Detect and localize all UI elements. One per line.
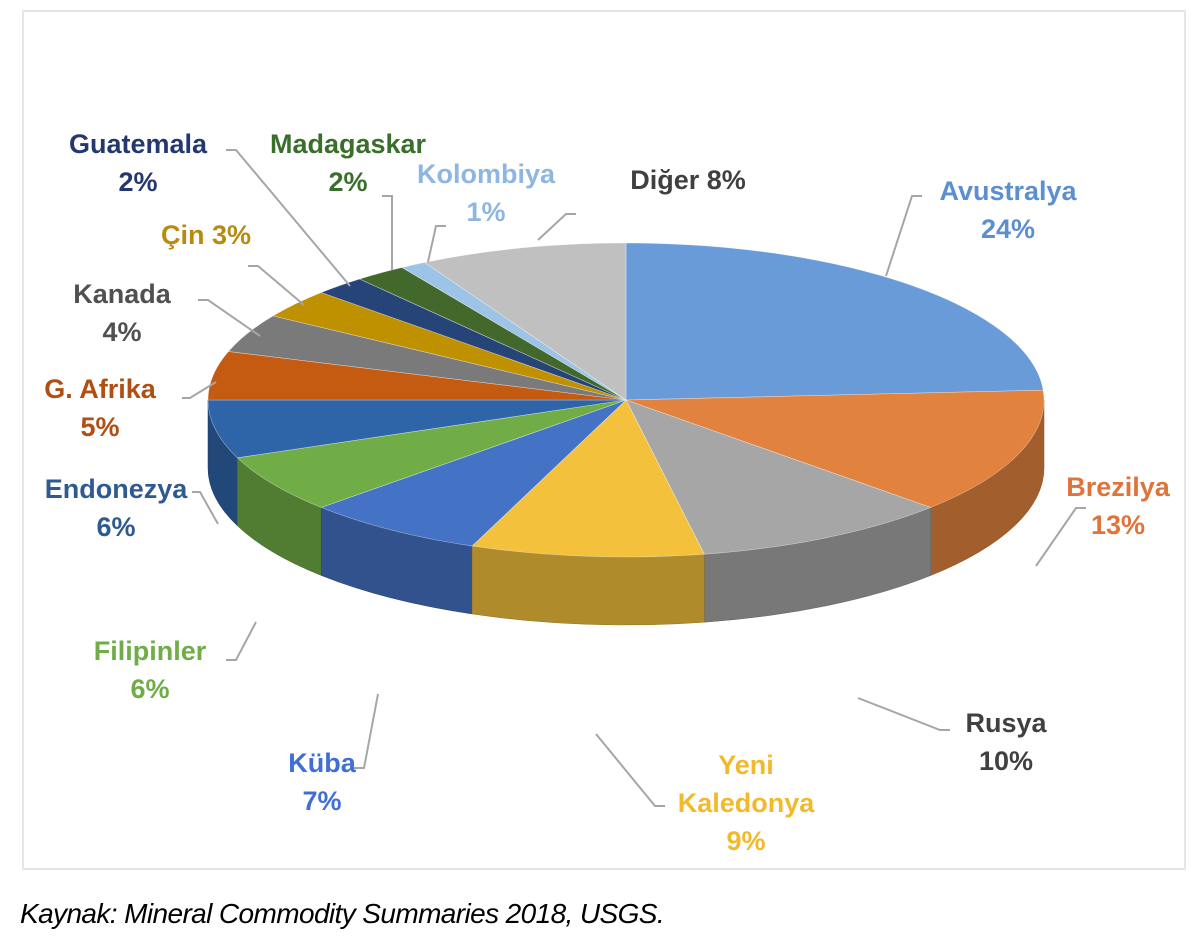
leader-line-11 bbox=[382, 195, 393, 270]
data-label-value: 9% bbox=[726, 826, 766, 856]
data-label-name: Küba bbox=[288, 748, 356, 778]
data-label-name: Brezilya bbox=[1066, 472, 1170, 502]
data-label-4: Küba 7% bbox=[288, 744, 356, 820]
data-label-name: Guatemala bbox=[68, 129, 208, 159]
data-label-value: 2% bbox=[118, 167, 158, 197]
data-label-name: Kolombiya bbox=[416, 159, 556, 189]
source-caption: Kaynak: Mineral Commodity Summaries 2018… bbox=[20, 898, 665, 929]
leader-line-0 bbox=[885, 195, 922, 277]
data-label-value: 2% bbox=[328, 167, 368, 197]
data-label-2: Rusya 10% bbox=[965, 704, 1046, 780]
data-label-value: 5% bbox=[80, 412, 120, 442]
data-label-name: Kaledonya bbox=[677, 788, 815, 818]
data-label-7: G. Afrika 5% bbox=[44, 370, 156, 446]
pie-slice-0 bbox=[625, 242, 1044, 401]
data-label-name: Avustralya bbox=[939, 176, 1077, 206]
data-label-name: Endonezya bbox=[44, 474, 188, 504]
pie-slice-3 bbox=[471, 399, 705, 558]
data-label-name: Madagaskar bbox=[269, 129, 427, 159]
data-label-name: Filipinler bbox=[93, 636, 207, 666]
pie-slice-4 bbox=[320, 399, 627, 547]
data-label-11: Madagaskar 2% bbox=[270, 125, 426, 201]
pie-side-3 bbox=[471, 545, 705, 626]
data-label-0: Avustralya 24% bbox=[939, 172, 1076, 248]
data-label-name: Diğer 8% bbox=[630, 165, 746, 195]
data-label-value: 1% bbox=[466, 197, 506, 227]
data-label-name: G. Afrika bbox=[44, 374, 156, 404]
pie-slice-1 bbox=[625, 389, 1045, 508]
data-label-name: Çin 3% bbox=[160, 220, 252, 250]
data-label-13: Diğer 8% bbox=[630, 161, 746, 199]
data-label-name: Kanada bbox=[73, 279, 171, 309]
data-label-9: Çin 3% bbox=[161, 216, 251, 254]
leader-line-8 bbox=[198, 299, 261, 337]
data-label-8: Kanada 4% bbox=[73, 275, 171, 351]
data-label-10: Guatemala 2% bbox=[69, 125, 207, 201]
pie-slice-13 bbox=[423, 242, 627, 401]
data-label-1: Brezilya 13% bbox=[1066, 468, 1170, 544]
leader-line-5 bbox=[226, 621, 257, 661]
data-label-value: 4% bbox=[102, 317, 142, 347]
data-label-value: 6% bbox=[96, 512, 136, 542]
data-label-12: Kolombiya 1% bbox=[417, 155, 555, 231]
leader-line-13 bbox=[537, 213, 576, 241]
data-label-6: Endonezya 6% bbox=[45, 470, 188, 546]
leader-line-3 bbox=[595, 733, 665, 807]
leader-lines bbox=[182, 149, 1086, 807]
pie-slice-6 bbox=[207, 399, 627, 459]
leader-line-10 bbox=[226, 149, 351, 287]
pie-sides bbox=[207, 399, 1045, 626]
pie-slice-5 bbox=[236, 399, 627, 508]
data-label-value: 6% bbox=[130, 674, 170, 704]
pie-top bbox=[207, 242, 1045, 558]
data-label-value: 13% bbox=[1090, 510, 1146, 540]
pie-slice-2 bbox=[625, 399, 932, 555]
leader-line-6 bbox=[192, 491, 219, 525]
leader-line-7 bbox=[182, 381, 217, 399]
data-label-3: Yeni Kaledonya 9% bbox=[678, 746, 815, 860]
leader-line-12 bbox=[427, 225, 446, 263]
data-label-value: 24% bbox=[980, 214, 1036, 244]
data-label-name: Rusya bbox=[965, 708, 1047, 738]
data-label-5: Filipinler 6% bbox=[94, 632, 207, 708]
leader-line-1 bbox=[1035, 507, 1086, 567]
data-label-value: 7% bbox=[302, 786, 342, 816]
leader-line-9 bbox=[248, 265, 305, 306]
leader-line-4 bbox=[354, 693, 379, 769]
leader-line-2 bbox=[857, 697, 950, 731]
data-label-name: Yeni bbox=[718, 750, 774, 780]
data-label-value: 10% bbox=[978, 746, 1034, 776]
